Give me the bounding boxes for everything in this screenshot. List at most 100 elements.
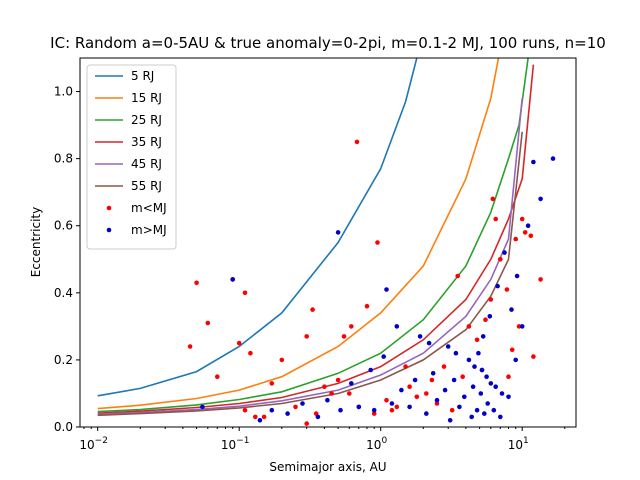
- x-tick-exp-2: 0: [381, 436, 387, 446]
- point-s1-25: [474, 407, 480, 413]
- point-s1-17: [513, 357, 518, 363]
- point-s1-7: [445, 344, 451, 349]
- point-s0-31: [488, 297, 494, 302]
- point-s1-51: [478, 391, 484, 396]
- point-s0-16: [335, 377, 341, 383]
- point-s0-19: [354, 139, 360, 145]
- curve-5: [97, 131, 523, 417]
- x-tick-label-3: 101: [508, 436, 529, 452]
- point-s1-43: [381, 354, 387, 359]
- point-s0-20: [364, 303, 370, 309]
- point-s1-5: [417, 334, 423, 339]
- point-s1-59: [502, 250, 507, 255]
- point-s1-2: [335, 230, 341, 235]
- point-s1-48: [451, 377, 457, 383]
- y-tick-label-4: 0.8: [54, 152, 73, 166]
- point-s1-22: [550, 156, 556, 161]
- point-s1-23: [434, 397, 440, 403]
- point-s1-44: [399, 387, 404, 393]
- point-s0-18: [349, 324, 354, 329]
- point-s0-45: [441, 364, 447, 369]
- point-s1-60: [509, 307, 514, 312]
- curve-0: [97, 58, 418, 397]
- point-s1-40: [257, 418, 263, 423]
- curve-1: [97, 58, 500, 410]
- legend-swatch-scatter-0: [106, 205, 112, 211]
- point-s1-26: [482, 411, 487, 416]
- point-s1-56: [480, 334, 486, 339]
- curve-3: [97, 64, 535, 414]
- point-s1-41: [349, 381, 354, 386]
- point-s1-32: [371, 407, 377, 413]
- point-s0-55: [304, 421, 310, 426]
- point-s1-47: [442, 387, 448, 393]
- point-s1-8: [453, 350, 459, 356]
- point-s0-14: [322, 384, 327, 390]
- point-s0-39: [528, 233, 534, 239]
- point-s0-3: [215, 374, 220, 380]
- point-s0-2: [187, 344, 193, 349]
- point-s0-35: [509, 347, 515, 353]
- point-s0-11: [253, 414, 258, 420]
- point-s1-18: [519, 324, 525, 329]
- point-s0-37: [519, 216, 525, 222]
- point-s1-16: [506, 394, 511, 400]
- point-s1-54: [498, 414, 503, 420]
- point-s0-47: [414, 394, 420, 400]
- y-tick-label-1: 0.2: [54, 353, 73, 367]
- point-s1-30: [407, 404, 412, 410]
- point-s1-4: [394, 324, 400, 329]
- point-s1-34: [338, 407, 343, 413]
- x-tick-exp-1: −1: [236, 436, 249, 446]
- point-s1-39: [269, 407, 275, 413]
- point-s0-29: [466, 324, 472, 329]
- point-s1-31: [389, 401, 395, 406]
- point-s1-33: [356, 404, 362, 410]
- point-s0-38: [522, 230, 528, 235]
- x-tick-exp-0: −2: [95, 436, 108, 446]
- point-s0-42: [483, 317, 488, 323]
- point-s1-20: [531, 159, 536, 165]
- point-s0-41: [538, 277, 543, 282]
- legend-label-curve-5: 55 RJ: [131, 179, 162, 193]
- point-s1-50: [470, 384, 476, 390]
- legend-label-curve-0: 5 RJ: [131, 69, 154, 83]
- point-s1-12: [484, 374, 489, 380]
- point-s0-25: [424, 391, 429, 396]
- x-tick-label-2: 100: [366, 436, 387, 452]
- legend-label-curve-4: 45 RJ: [131, 157, 162, 171]
- point-s1-49: [462, 394, 467, 400]
- point-s1-11: [479, 367, 485, 373]
- y-tick-label-0: 0.0: [54, 420, 73, 434]
- point-s0-56: [347, 391, 352, 396]
- curve-2: [97, 58, 529, 413]
- point-s1-10: [472, 364, 477, 369]
- curve-layer: [97, 58, 535, 417]
- point-s0-46: [429, 377, 435, 383]
- legend-label-curve-3: 35 RJ: [131, 135, 162, 149]
- point-s1-27: [469, 414, 475, 420]
- point-s0-15: [329, 391, 334, 396]
- point-s1-9: [466, 357, 472, 363]
- point-s1-13: [488, 381, 494, 386]
- point-s0-28: [455, 273, 461, 279]
- point-s0-26: [434, 401, 440, 406]
- x-tick-label-1: 10−1: [221, 436, 250, 452]
- point-s0-34: [504, 287, 510, 292]
- point-s1-3: [384, 287, 389, 292]
- point-s1-35: [325, 397, 330, 403]
- point-s1-28: [447, 418, 453, 423]
- point-s1-19: [525, 223, 531, 228]
- point-s0-9: [269, 381, 275, 386]
- y-tick-label-5: 1.0: [54, 85, 73, 99]
- point-s0-27: [449, 407, 455, 413]
- x-tick-exp-3: 1: [523, 436, 529, 446]
- point-s0-17: [341, 334, 347, 339]
- point-s0-33: [498, 257, 503, 262]
- legend: 5 RJ 15 RJ 25 RJ 35 RJ 45 RJ 55 RJ m<MJ m>MJ: [86, 64, 177, 250]
- point-s0-40: [531, 354, 536, 359]
- point-s0-58: [516, 324, 522, 329]
- legend-label-curve-1: 15 RJ: [131, 91, 162, 105]
- legend-box: [86, 64, 177, 250]
- point-s0-49: [389, 407, 395, 413]
